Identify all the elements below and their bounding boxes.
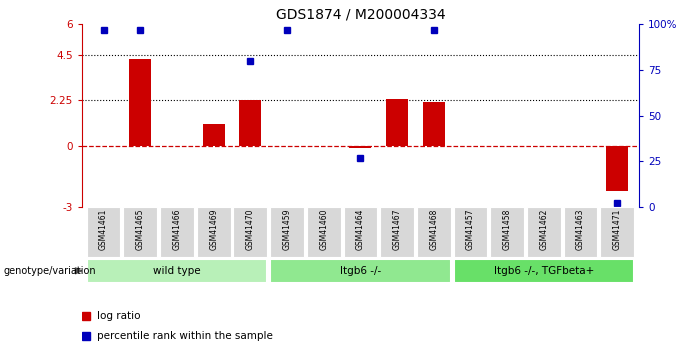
Text: GSM41465: GSM41465 (136, 208, 145, 250)
FancyBboxPatch shape (343, 207, 377, 257)
Text: GSM41468: GSM41468 (429, 208, 439, 250)
Text: log ratio: log ratio (97, 312, 141, 322)
Bar (606, 146, 628, 191)
FancyBboxPatch shape (197, 207, 231, 257)
FancyBboxPatch shape (454, 207, 488, 257)
FancyBboxPatch shape (527, 207, 561, 257)
Bar (203, 124, 224, 146)
FancyBboxPatch shape (123, 207, 157, 257)
FancyBboxPatch shape (454, 259, 634, 283)
Text: GSM41467: GSM41467 (392, 208, 402, 250)
Title: GDS1874 / M200004334: GDS1874 / M200004334 (275, 8, 445, 22)
Text: GSM41466: GSM41466 (173, 208, 182, 250)
Text: wild type: wild type (153, 266, 201, 276)
Text: GSM41471: GSM41471 (613, 208, 622, 250)
Text: GSM41460: GSM41460 (319, 208, 328, 250)
Text: Itgb6 -/-, TGFbeta+: Itgb6 -/-, TGFbeta+ (494, 266, 594, 276)
Text: GSM41469: GSM41469 (209, 208, 218, 250)
Bar (350, 146, 371, 148)
Text: GSM41462: GSM41462 (539, 208, 548, 250)
FancyBboxPatch shape (564, 207, 597, 257)
FancyBboxPatch shape (417, 207, 451, 257)
FancyBboxPatch shape (380, 207, 414, 257)
Bar (423, 102, 445, 146)
Bar (129, 59, 151, 146)
FancyBboxPatch shape (233, 207, 267, 257)
FancyBboxPatch shape (160, 207, 194, 257)
Text: GSM41464: GSM41464 (356, 208, 365, 250)
FancyBboxPatch shape (87, 207, 120, 257)
Text: GSM41470: GSM41470 (246, 208, 255, 250)
FancyBboxPatch shape (87, 259, 267, 283)
Text: Itgb6 -/-: Itgb6 -/- (340, 266, 381, 276)
Text: GSM41458: GSM41458 (503, 208, 511, 250)
Text: genotype/variation: genotype/variation (3, 266, 96, 276)
FancyBboxPatch shape (490, 207, 524, 257)
Text: GSM41461: GSM41461 (99, 208, 108, 250)
Text: GSM41459: GSM41459 (282, 208, 292, 250)
Text: percentile rank within the sample: percentile rank within the sample (97, 331, 273, 341)
Text: GSM41463: GSM41463 (576, 208, 585, 250)
Bar (386, 99, 408, 146)
FancyBboxPatch shape (270, 207, 304, 257)
FancyBboxPatch shape (270, 259, 451, 283)
Text: GSM41457: GSM41457 (466, 208, 475, 250)
FancyBboxPatch shape (307, 207, 341, 257)
Bar (239, 100, 261, 146)
FancyBboxPatch shape (600, 207, 634, 257)
